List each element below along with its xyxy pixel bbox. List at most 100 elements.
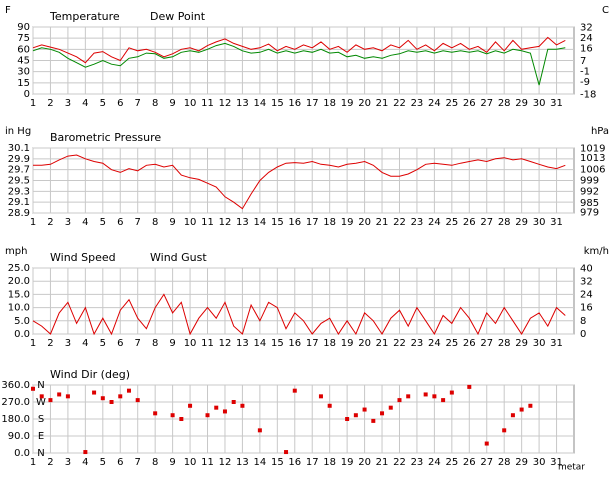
y2-tick-label: -18 [580,89,596,100]
data-point [31,386,35,391]
y-tick-label: 360.0 [1,380,30,391]
x-tick-label: 11 [201,98,214,109]
y-tick-label: 45 [17,56,30,67]
x-tick-label: 30 [533,217,546,228]
x-tick-label: 10 [184,98,197,109]
x-tick-label: 14 [254,338,267,349]
x-tick-label: 25 [445,457,458,468]
x-tick-label: 4 [82,98,88,109]
y-tick-label: 270.0 [1,397,30,408]
y2-tick-label: 40 [580,263,593,274]
x-tick-label: 31 [550,457,563,468]
x-tick-label: 21 [376,98,389,109]
y-axis-label: F [5,5,11,16]
x-tick-label: 2 [47,338,53,349]
y-tick-label: 25.0 [8,263,30,274]
y2-tick-label: N [37,448,44,459]
data-line [32,293,566,336]
y-tick-label: 180.0 [1,414,30,425]
data-point [441,398,446,403]
x-tick-label: 2 [47,217,53,228]
x-tick-label: 10 [184,217,197,228]
x-tick-label: 28 [498,457,511,468]
y-tick-label: 15 [17,78,30,89]
x-tick-label: 18 [323,338,336,349]
x-tick-label: 5 [100,217,106,228]
x-tick-label: 7 [135,338,141,349]
data-point [179,417,184,421]
y-tick-label: 0.0 [14,448,30,459]
y-tick-label: 30 [17,67,30,78]
x-tick-label: 9 [169,338,175,349]
x-tick-label: 11 [201,217,214,228]
x-tick-label: 14 [254,217,267,228]
x-tick-label: 21 [376,217,389,228]
data-line [33,154,566,210]
x-tick-label: 16 [288,98,301,109]
data-point [432,394,437,399]
x-tick-label: 3 [65,457,71,468]
x-tick-label: 17 [306,338,319,349]
x-tick-label: 9 [169,217,175,228]
y-tick-label: 29.9 [8,154,30,165]
x-tick-label: 22 [393,217,406,228]
x-tick-label: 15 [271,217,284,228]
x-tick-label: 9 [169,98,175,109]
y-tick-label: 90 [17,22,30,33]
x-tick-label: 29 [515,457,528,468]
legend-label: Temperature [49,10,120,23]
data-point [257,428,262,433]
y2-tick-label: 8 [580,316,586,327]
x-tick-label: 12 [219,217,232,228]
x-tick-label: 8 [152,338,158,349]
y2-tick-label: 985 [580,198,599,209]
data-point [380,411,385,416]
y2-tick-label: 32 [580,22,593,33]
y2-tick-label: 979 [580,208,599,219]
x-tick-label: 12 [219,457,232,468]
x-tick-label: 26 [463,457,476,468]
y2-tick-label: 32 [580,276,593,287]
x-tick-label: 31 [550,338,563,349]
data-point [519,407,524,412]
data-point [502,428,507,433]
x-tick-label: 29 [515,98,528,109]
x-tick-label: 28 [498,217,511,228]
y-tick-label: 30.1 [8,143,30,154]
legend-label: Barometric Pressure [50,131,161,144]
x-tick-label: 1 [30,217,36,228]
x-tick-label: 11 [201,457,214,468]
data-point [388,405,393,410]
x-tick-label: 12 [219,338,232,349]
x-tick-label: 10 [184,338,197,349]
x-tick-label: 20 [358,457,371,468]
x-tick-label: 27 [480,457,493,468]
y2-tick-label: 1006 [580,164,605,175]
legend-label: Wind Gust [150,251,207,264]
data-point [205,413,210,418]
data-point [371,418,376,423]
data-point [222,409,227,414]
data-point [118,394,123,399]
x-tick-label: 16 [288,338,301,349]
x-tick-label: 29 [515,338,528,349]
x-tick-label: 4 [82,457,88,468]
x-tick-label: 24 [428,338,441,349]
y-tick-label: 29.5 [8,176,30,187]
x-tick-label: 13 [236,457,249,468]
x-tick-label: 3 [65,217,71,228]
y-tick-label: 0.0 [14,329,30,340]
data-point [170,413,175,418]
x-tick-label: 23 [411,338,424,349]
x-tick-label: 26 [463,338,476,349]
y-axis-label: mph [5,246,27,257]
y-tick-label: 28.9 [8,208,30,219]
x-tick-label: 27 [480,338,493,349]
data-point [327,403,332,408]
x-tick-label: 9 [169,457,175,468]
x-tick-label: 17 [306,98,319,109]
data-point [188,403,193,408]
x-tick-label: 5 [100,98,106,109]
x-tick-label: 31 [550,98,563,109]
legend-label: Dew Point [150,10,206,23]
